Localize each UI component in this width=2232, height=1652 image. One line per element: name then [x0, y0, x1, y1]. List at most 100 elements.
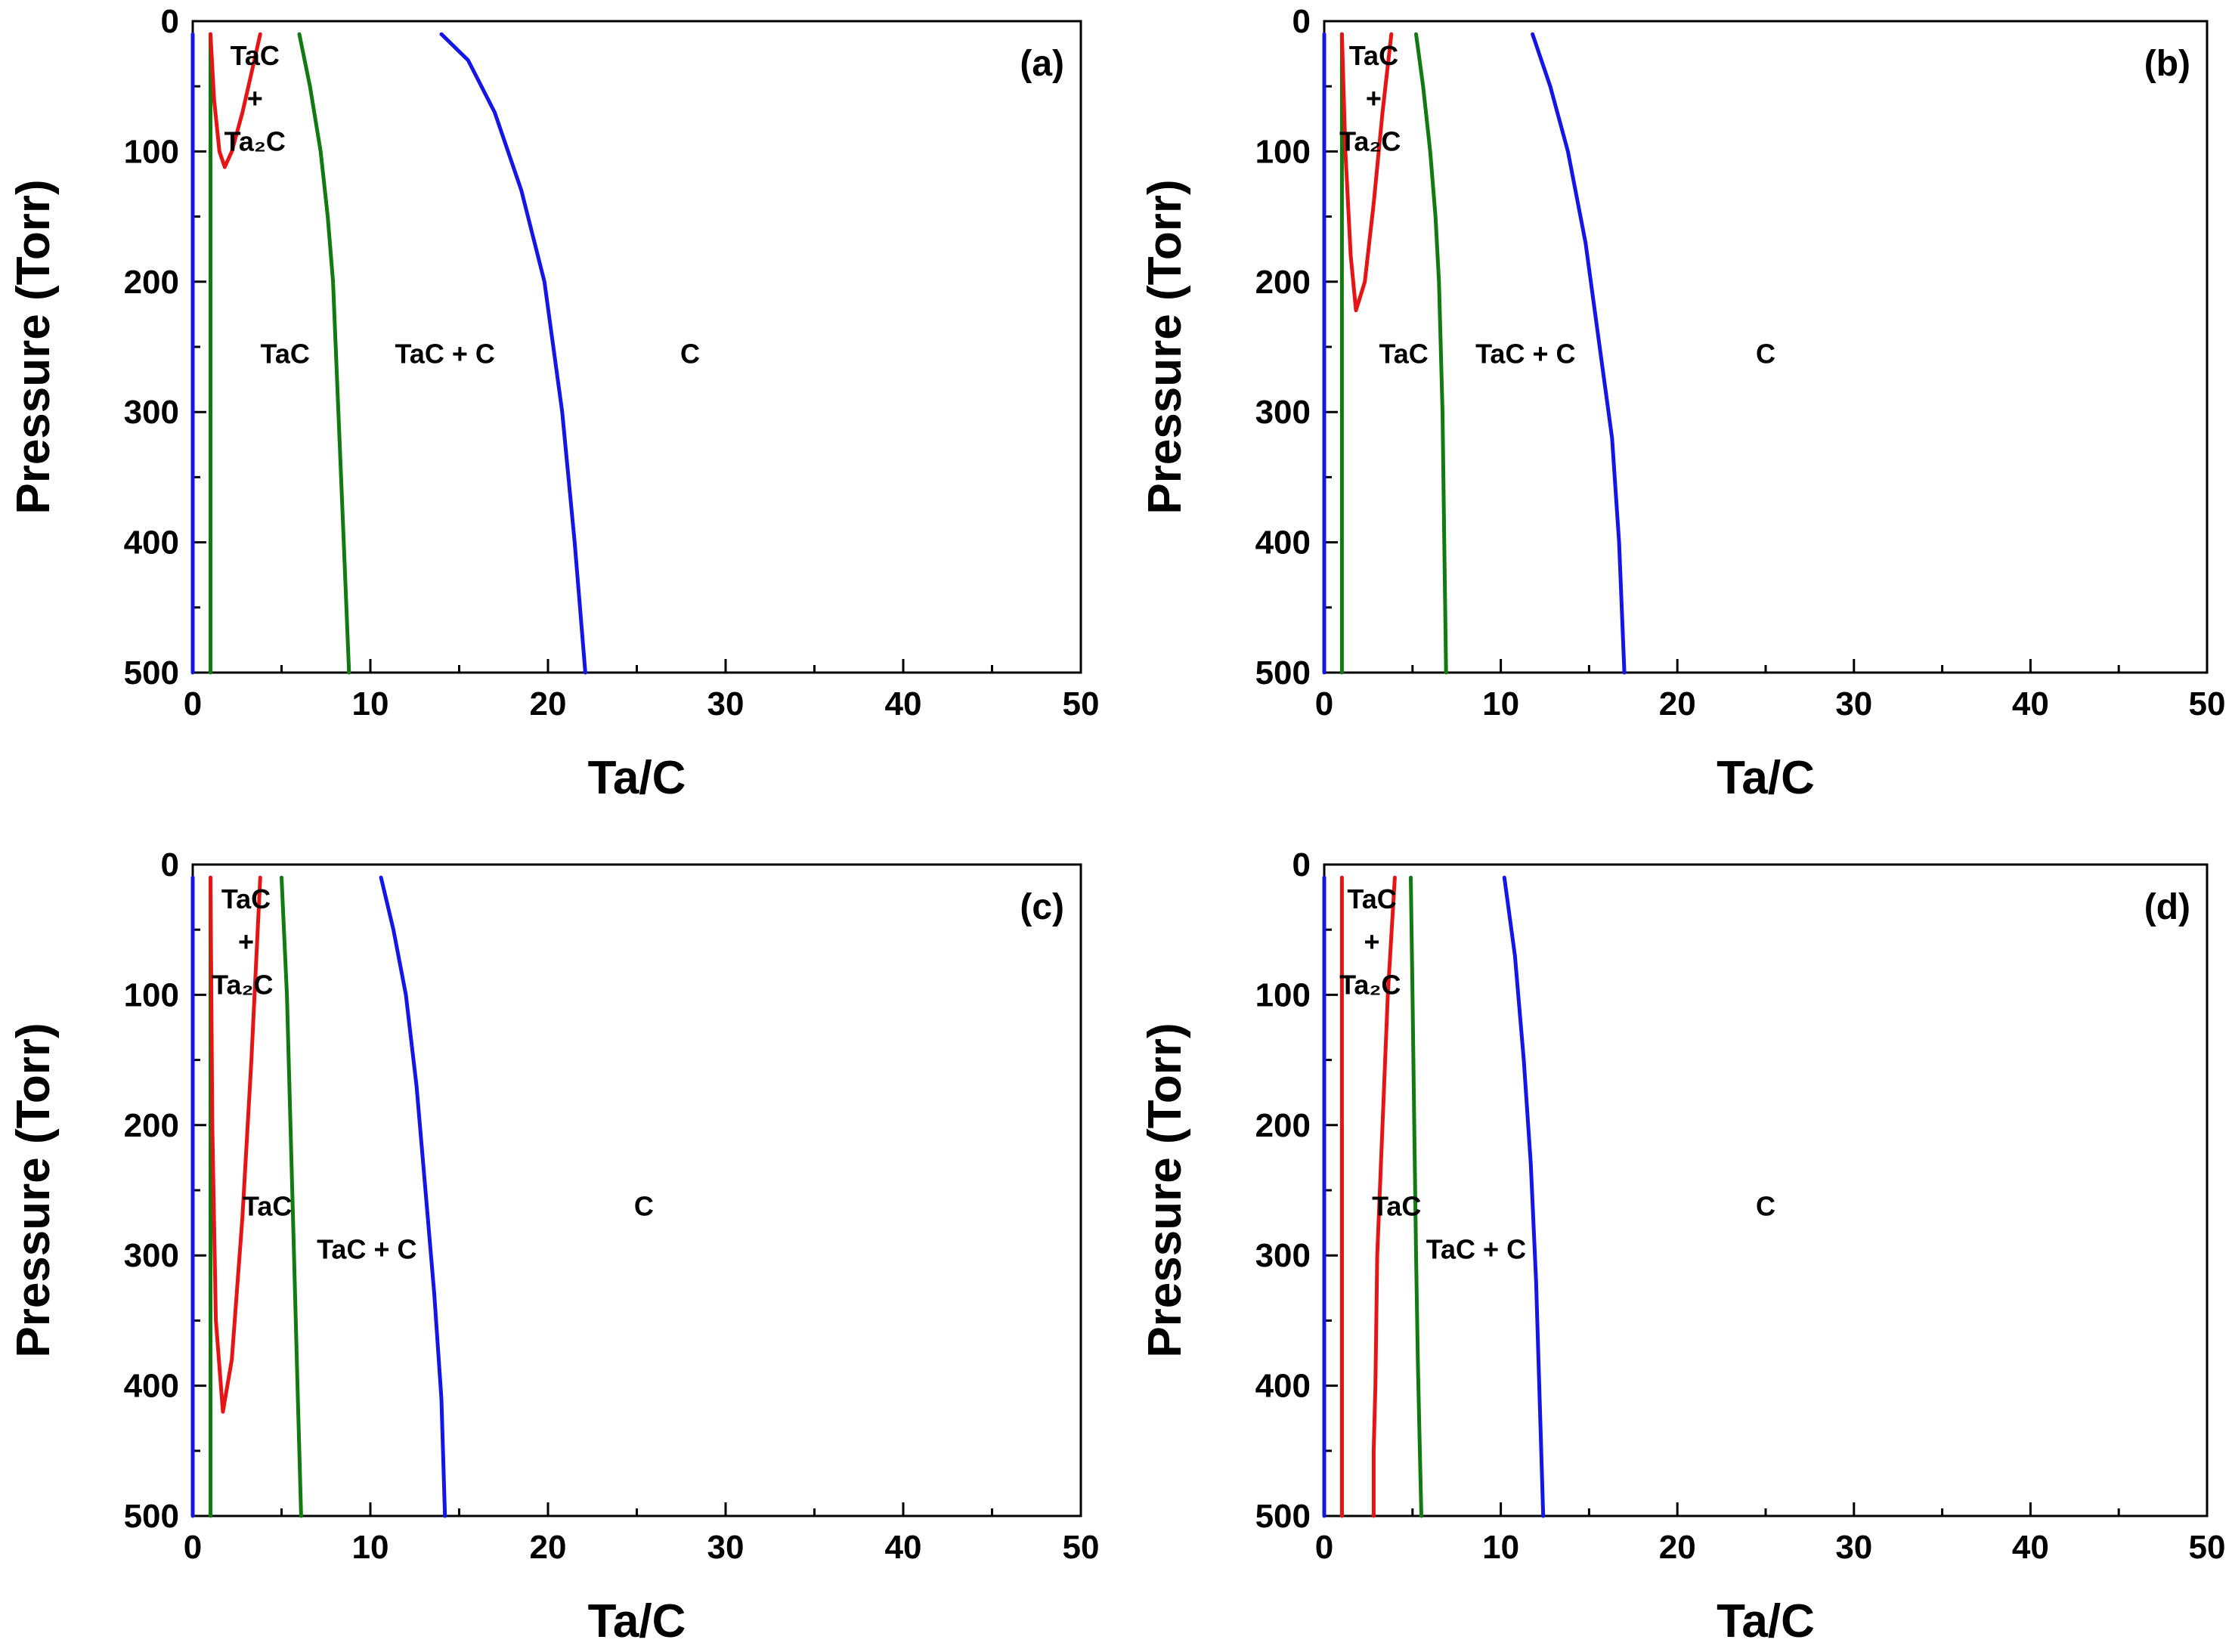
x-tick-label: 0 [1315, 685, 1333, 722]
y-tick-label: 500 [124, 654, 179, 691]
series-line-d-6-blue [1502, 875, 1546, 1518]
panel-label-d: (d) [2144, 887, 2190, 927]
x-tick-label: 50 [2189, 685, 2226, 722]
x-tick-label: 0 [184, 1529, 202, 1566]
region-label: Ta₂C [224, 126, 286, 157]
region-label: Ta₂C [212, 970, 273, 1001]
region-label: TaC [221, 883, 271, 914]
x-axis-title: Ta/C [588, 752, 686, 804]
panel-label-a: (a) [1020, 44, 1064, 84]
series-line-b-5-blue [1531, 32, 1627, 675]
y-axis-title: Pressure (Torr) [1139, 179, 1191, 514]
series-line-d-4-red [1371, 875, 1397, 1518]
region-label: TaC [1379, 339, 1428, 370]
x-tick-label: 40 [885, 1529, 922, 1566]
y-tick-label: 200 [124, 264, 179, 301]
y-tick-label: 500 [1255, 1498, 1311, 1535]
x-tick-label: 20 [530, 685, 567, 722]
region-label: TaC + C [1426, 1234, 1526, 1265]
series-line-c-5-blue [379, 875, 447, 1518]
y-tick-label: 400 [124, 524, 179, 561]
series-line-c-4-green [280, 875, 303, 1518]
region-label: Ta₂C [1339, 126, 1401, 157]
region-label: + [1364, 927, 1380, 957]
y-tick-label: 100 [1255, 133, 1311, 170]
region-label: TaC [261, 339, 310, 370]
y-tick-label: 200 [1255, 1107, 1311, 1144]
y-tick-label: 400 [1255, 524, 1311, 561]
series-line-a-3-red [209, 32, 262, 169]
y-tick-label: 300 [1255, 394, 1311, 431]
y-tick-label: 100 [1255, 976, 1311, 1013]
y-tick-label: 300 [124, 1237, 179, 1274]
region-label: TaC [1349, 40, 1398, 71]
region-label: + [238, 927, 254, 957]
y-tick-label: 0 [1292, 3, 1311, 40]
region-label: C [634, 1191, 654, 1222]
y-tick-label: 300 [124, 394, 179, 431]
region-label: C [680, 339, 700, 370]
panel-a: 0 10 20 30 40 500100200300400500Ta/CPressure … [8, 3, 1099, 804]
y-tick-label: 500 [124, 1498, 179, 1535]
x-tick-label: 20 [1659, 1529, 1696, 1566]
region-label: TaC + C [395, 339, 495, 370]
x-tick-label: 10 [352, 685, 389, 722]
series-line-a-4-green [297, 32, 351, 675]
y-tick-label: 0 [161, 846, 179, 883]
x-axis-title: Ta/C [1717, 752, 1815, 804]
y-tick-label: 200 [124, 1107, 179, 1144]
y-tick-label: 0 [1292, 846, 1311, 883]
y-axis-title: Pressure (Torr) [8, 179, 60, 514]
x-tick-label: 0 [1315, 1529, 1333, 1566]
y-tick-label: 300 [1255, 1237, 1311, 1274]
x-axis-title: Ta/C [1717, 1595, 1815, 1647]
x-tick-label: 50 [2189, 1529, 2226, 1566]
panel-b: 0 10 20 30 40 500100200300400500Ta/CPressure … [1139, 3, 2225, 804]
region-label: + [1366, 83, 1382, 114]
x-tick-label: 50 [1063, 1529, 1100, 1566]
x-tick-label: 10 [352, 1529, 389, 1566]
series-line-a-5-blue [439, 32, 587, 675]
x-tick-label: 30 [707, 685, 745, 722]
y-tick-label: 400 [1255, 1368, 1311, 1405]
plot-frame-a [191, 20, 1082, 674]
x-tick-label: 20 [1659, 685, 1696, 722]
x-tick-label: 50 [1063, 685, 1100, 722]
region-label: TaC [231, 40, 280, 71]
x-tick-label: 30 [707, 1529, 745, 1566]
region-label: + [247, 83, 263, 114]
region-label: TaC [1347, 883, 1396, 914]
series-line-b-3-red [1339, 32, 1394, 313]
y-axis-title: Pressure (Torr) [8, 1022, 60, 1357]
region-label: TaC [243, 1191, 292, 1222]
y-tick-label: 0 [161, 3, 179, 40]
y-tick-label: 200 [1255, 264, 1311, 301]
region-label: TaC + C [1475, 339, 1575, 370]
region-label: C [1756, 339, 1775, 370]
series-line-d-5-green [1409, 875, 1423, 1518]
x-tick-label: 10 [1482, 1529, 1519, 1566]
series-line-b-4-green [1414, 32, 1448, 675]
region-label: TaC [1372, 1191, 1421, 1222]
x-tick-label: 10 [1482, 685, 1519, 722]
x-tick-label: 40 [2012, 685, 2049, 722]
y-tick-label: 100 [124, 133, 179, 170]
y-tick-label: 100 [124, 976, 179, 1013]
x-tick-label: 40 [2012, 1529, 2049, 1566]
x-tick-label: 20 [530, 1529, 567, 1566]
panel-c: 0 10 20 30 40 500100200300400500Ta/CPressure … [8, 846, 1099, 1647]
region-label: C [1756, 1191, 1775, 1222]
y-tick-label: 400 [124, 1368, 179, 1405]
series-line-c-3-red [209, 875, 262, 1414]
y-axis-title: Pressure (Torr) [1139, 1022, 1191, 1357]
x-axis-title: Ta/C [588, 1595, 686, 1647]
x-tick-label: 30 [1835, 1529, 1872, 1566]
panel-label-c: (c) [1020, 887, 1064, 927]
x-tick-label: 30 [1835, 685, 1872, 722]
panel-d: 0 10 20 30 40 500100200300400500Ta/CPressure … [1139, 846, 2225, 1647]
y-tick-label: 500 [1255, 654, 1311, 691]
region-label: TaC + C [317, 1234, 416, 1265]
x-tick-label: 40 [885, 685, 922, 722]
panel-label-b: (b) [2144, 44, 2190, 84]
